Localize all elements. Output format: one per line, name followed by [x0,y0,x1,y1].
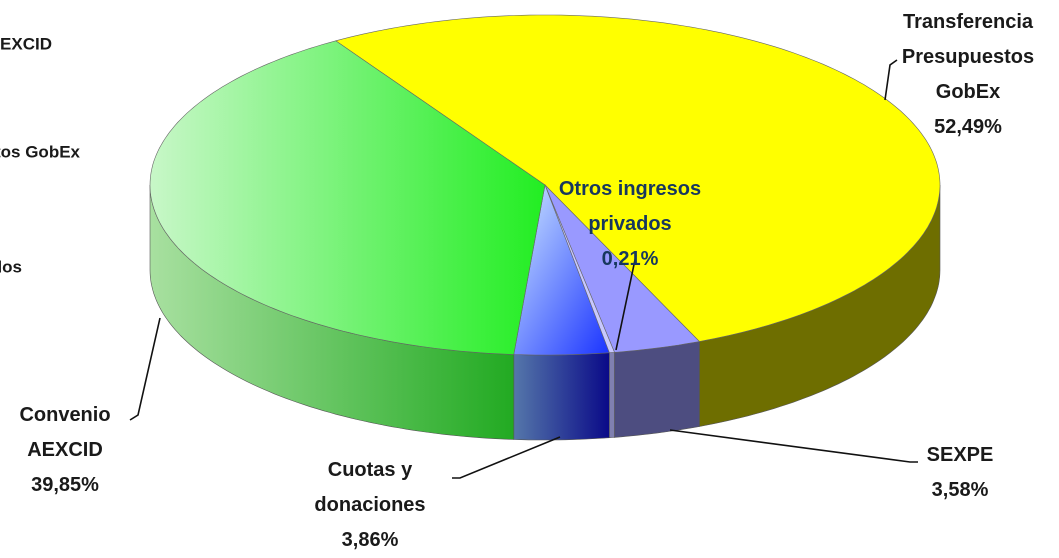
label-value: 39,85% [31,474,99,496]
label-name: Otros ingresos privados [558,178,702,235]
slice [544,184,701,353]
leader-line [884,59,898,101]
data-label: SEXPE 3,58% [900,438,1020,508]
leader-line [452,436,561,479]
leader-line [129,317,161,421]
label-value: 0,21% [601,248,659,270]
legend-label: Transferencia Presupuestos GobEx [0,142,81,161]
label-name: Convenio AEXCID [19,404,111,461]
slice-side [609,352,615,439]
label-value: 52,49% [934,116,1002,138]
leader-line [669,429,918,463]
data-label: Convenio AEXCID 39,85% [10,398,120,503]
label-name: SEXPE [926,444,994,466]
slice [513,183,610,356]
slice-side [614,341,700,438]
data-label: Transferencia Presupuestos GobEx 52,49% [893,5,1043,145]
slice [149,40,546,355]
data-label: Cuotas y donaciones 3,86% [300,453,440,558]
legend-label: Otros ingresos privados [0,257,22,276]
label-value: 3,86% [341,529,399,551]
label-name: Transferencia Presupuestos GobEx [901,11,1035,103]
leader-line [615,254,637,351]
slice [334,14,941,342]
data-label: Otros ingresos privados 0,21% [550,172,710,277]
legend-label: Convenio AEXCID [0,34,52,53]
slice-side [513,352,610,441]
label-name: Cuotas y donaciones [314,459,426,516]
label-value: 3,58% [931,479,989,501]
